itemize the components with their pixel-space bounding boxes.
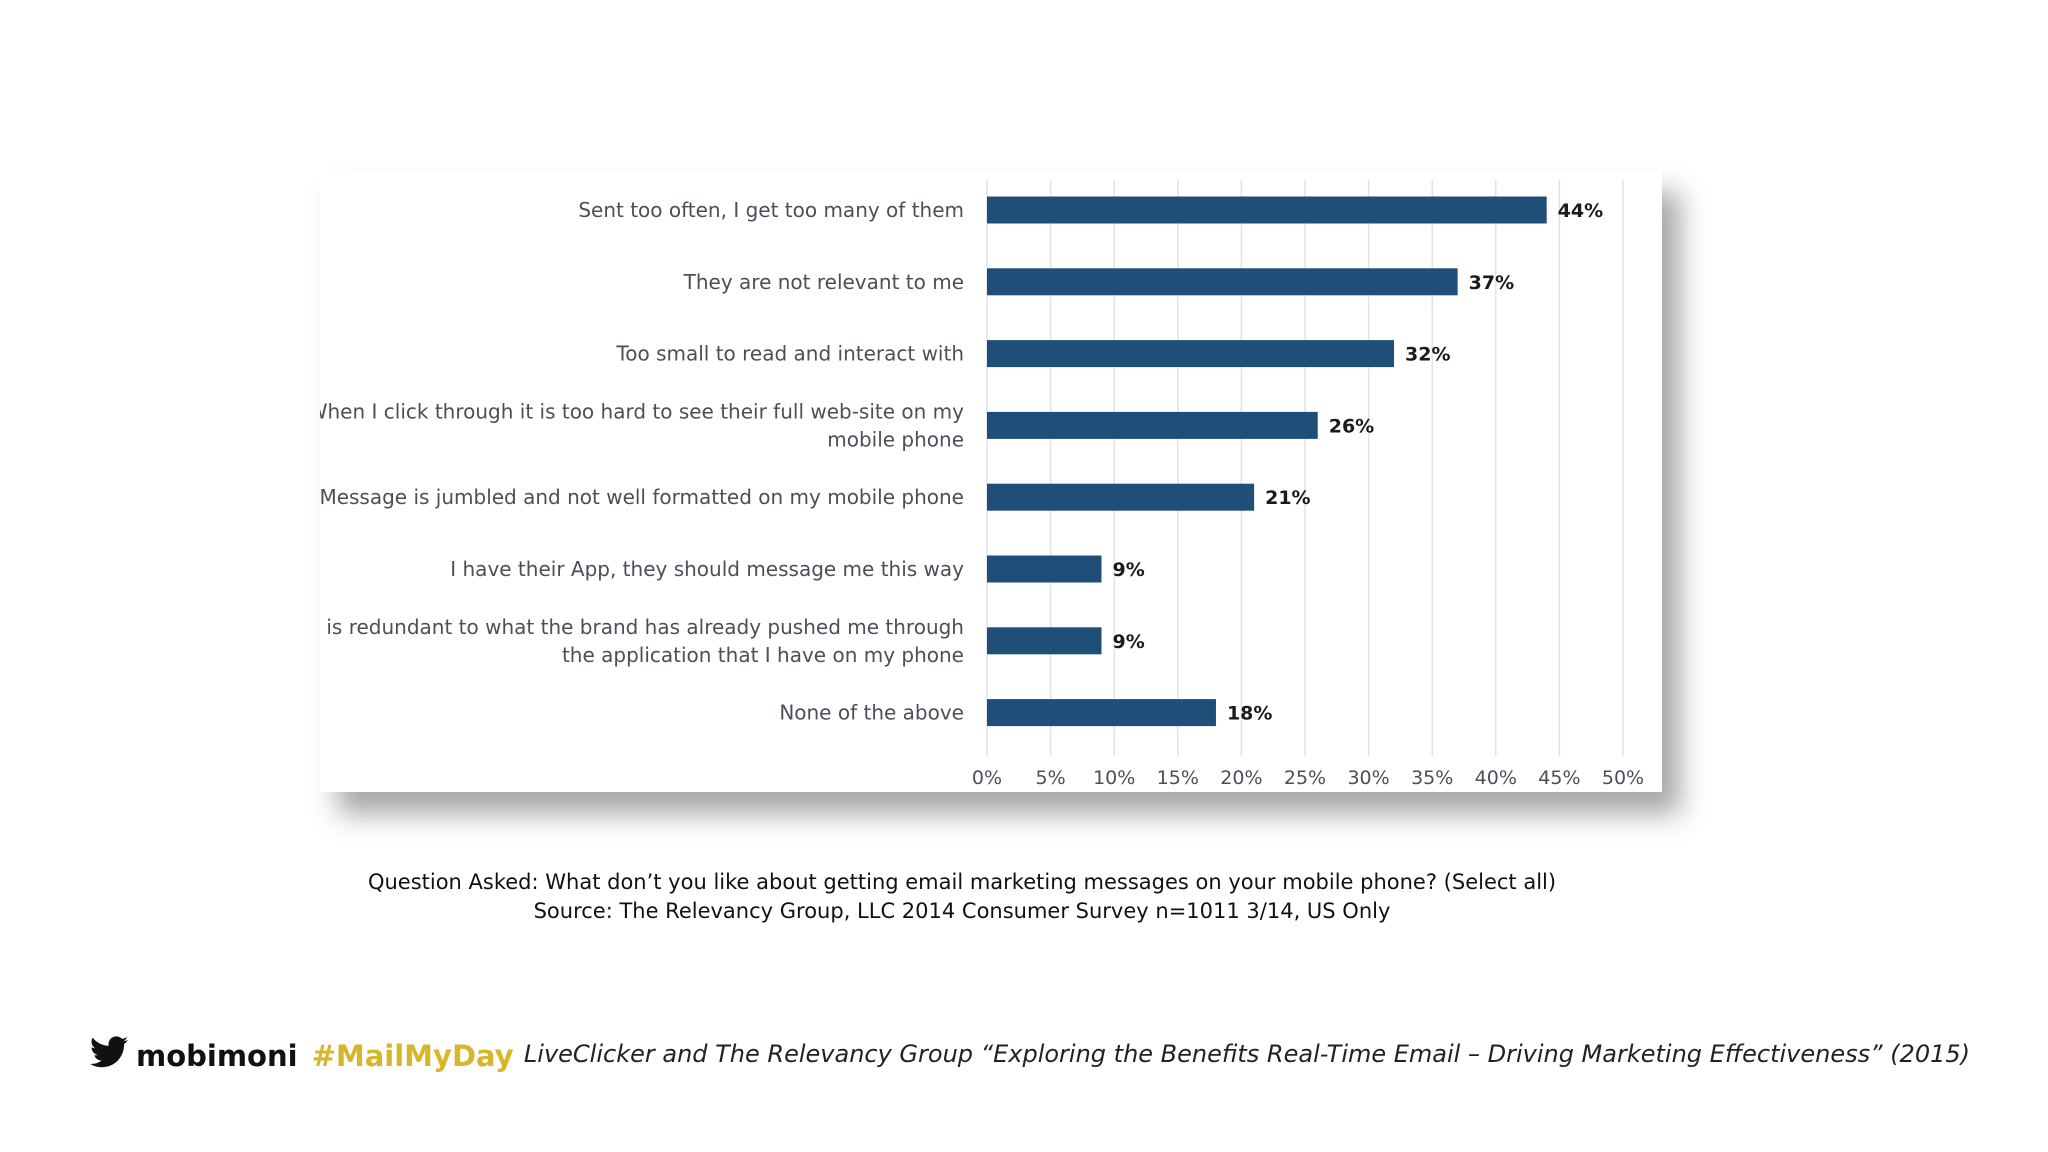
bar [987, 627, 1102, 655]
category-label-line: Message is jumbled and not well formatte… [320, 485, 964, 509]
value-label: 21% [1265, 487, 1310, 509]
x-tick-label: 25% [1284, 767, 1326, 789]
value-label: 32% [1405, 344, 1450, 366]
bar [987, 699, 1216, 727]
bar [987, 196, 1547, 224]
twitter-bird-icon [90, 1036, 128, 1075]
x-tick-label: 20% [1220, 767, 1262, 789]
category-label-line: They are not relevant to me [683, 270, 964, 294]
x-tick-label: 35% [1411, 767, 1453, 789]
value-label: 26% [1329, 415, 1374, 437]
category-label-line: the application that I have on my phone [562, 643, 964, 667]
bar [987, 555, 1102, 583]
caption-source: Source: The Relevancy Group, LLC 2014 Co… [533, 899, 1391, 923]
category-label-line: None of the above [779, 701, 964, 725]
value-label: 9% [1112, 559, 1144, 581]
category-label: Sent too often, I get too many of them [578, 198, 964, 222]
bar-chart: 0% 5% 10% 15% 20% 25% 30% 35% 40% 45% 50% Sent too … [320, 180, 1644, 789]
x-tick-label: 50% [1602, 767, 1644, 789]
x-tick-label: 0% [972, 767, 1002, 789]
category-label: When I click through it is too hard to s… [320, 399, 964, 451]
brand-name: mobimoni [136, 1038, 298, 1073]
x-tick-label: 5% [1036, 767, 1066, 789]
category-label: It is redundant to what the brand has al… [320, 615, 964, 667]
x-tick-label: 30% [1347, 767, 1389, 789]
category-label: They are not relevant to me [683, 270, 964, 294]
brand: mobimoni #MailMyDay [90, 1036, 514, 1075]
x-tick-label: 10% [1093, 767, 1135, 789]
bar [987, 411, 1318, 439]
category-label-line: Sent too often, I get too many of them [578, 198, 964, 222]
caption-question: Question Asked: What don’t you like abou… [367, 870, 1557, 894]
bar [987, 483, 1255, 511]
x-tick-label: 45% [1538, 767, 1580, 789]
category-label: Message is jumbled and not well formatte… [320, 485, 964, 509]
category-label-line: I have their App, they should message me… [450, 557, 964, 581]
bar [987, 268, 1458, 296]
category-label-line: mobile phone [827, 427, 964, 451]
value-label: 44% [1558, 200, 1603, 222]
value-label: 9% [1112, 631, 1144, 653]
chart-card: 0% 5% 10% 15% 20% 25% 30% 35% 40% 45% 50% Sent too … [320, 170, 1662, 792]
category-label-line: Too small to read and interact with [615, 342, 964, 366]
category-label: Too small to read and interact with [615, 342, 964, 366]
value-label: 37% [1469, 272, 1514, 294]
category-label: None of the above [779, 701, 964, 725]
citation: LiveClicker and The Relevancy Group “Exp… [523, 1040, 1970, 1068]
bar [987, 340, 1395, 368]
category-label: I have their App, they should message me… [450, 557, 964, 581]
category-label-line: When I click through it is too hard to s… [320, 399, 964, 423]
value-label: 18% [1227, 703, 1272, 725]
x-tick-label: 40% [1475, 767, 1517, 789]
hashtag: #MailMyDay [311, 1038, 514, 1073]
x-tick-label: 15% [1157, 767, 1199, 789]
category-label-line: It is redundant to what the brand has al… [320, 615, 964, 639]
